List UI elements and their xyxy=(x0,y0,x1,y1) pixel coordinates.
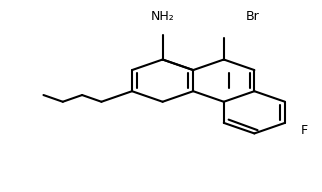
Text: F: F xyxy=(301,124,308,137)
Text: NH₂: NH₂ xyxy=(151,10,175,23)
Text: Br: Br xyxy=(246,10,260,23)
